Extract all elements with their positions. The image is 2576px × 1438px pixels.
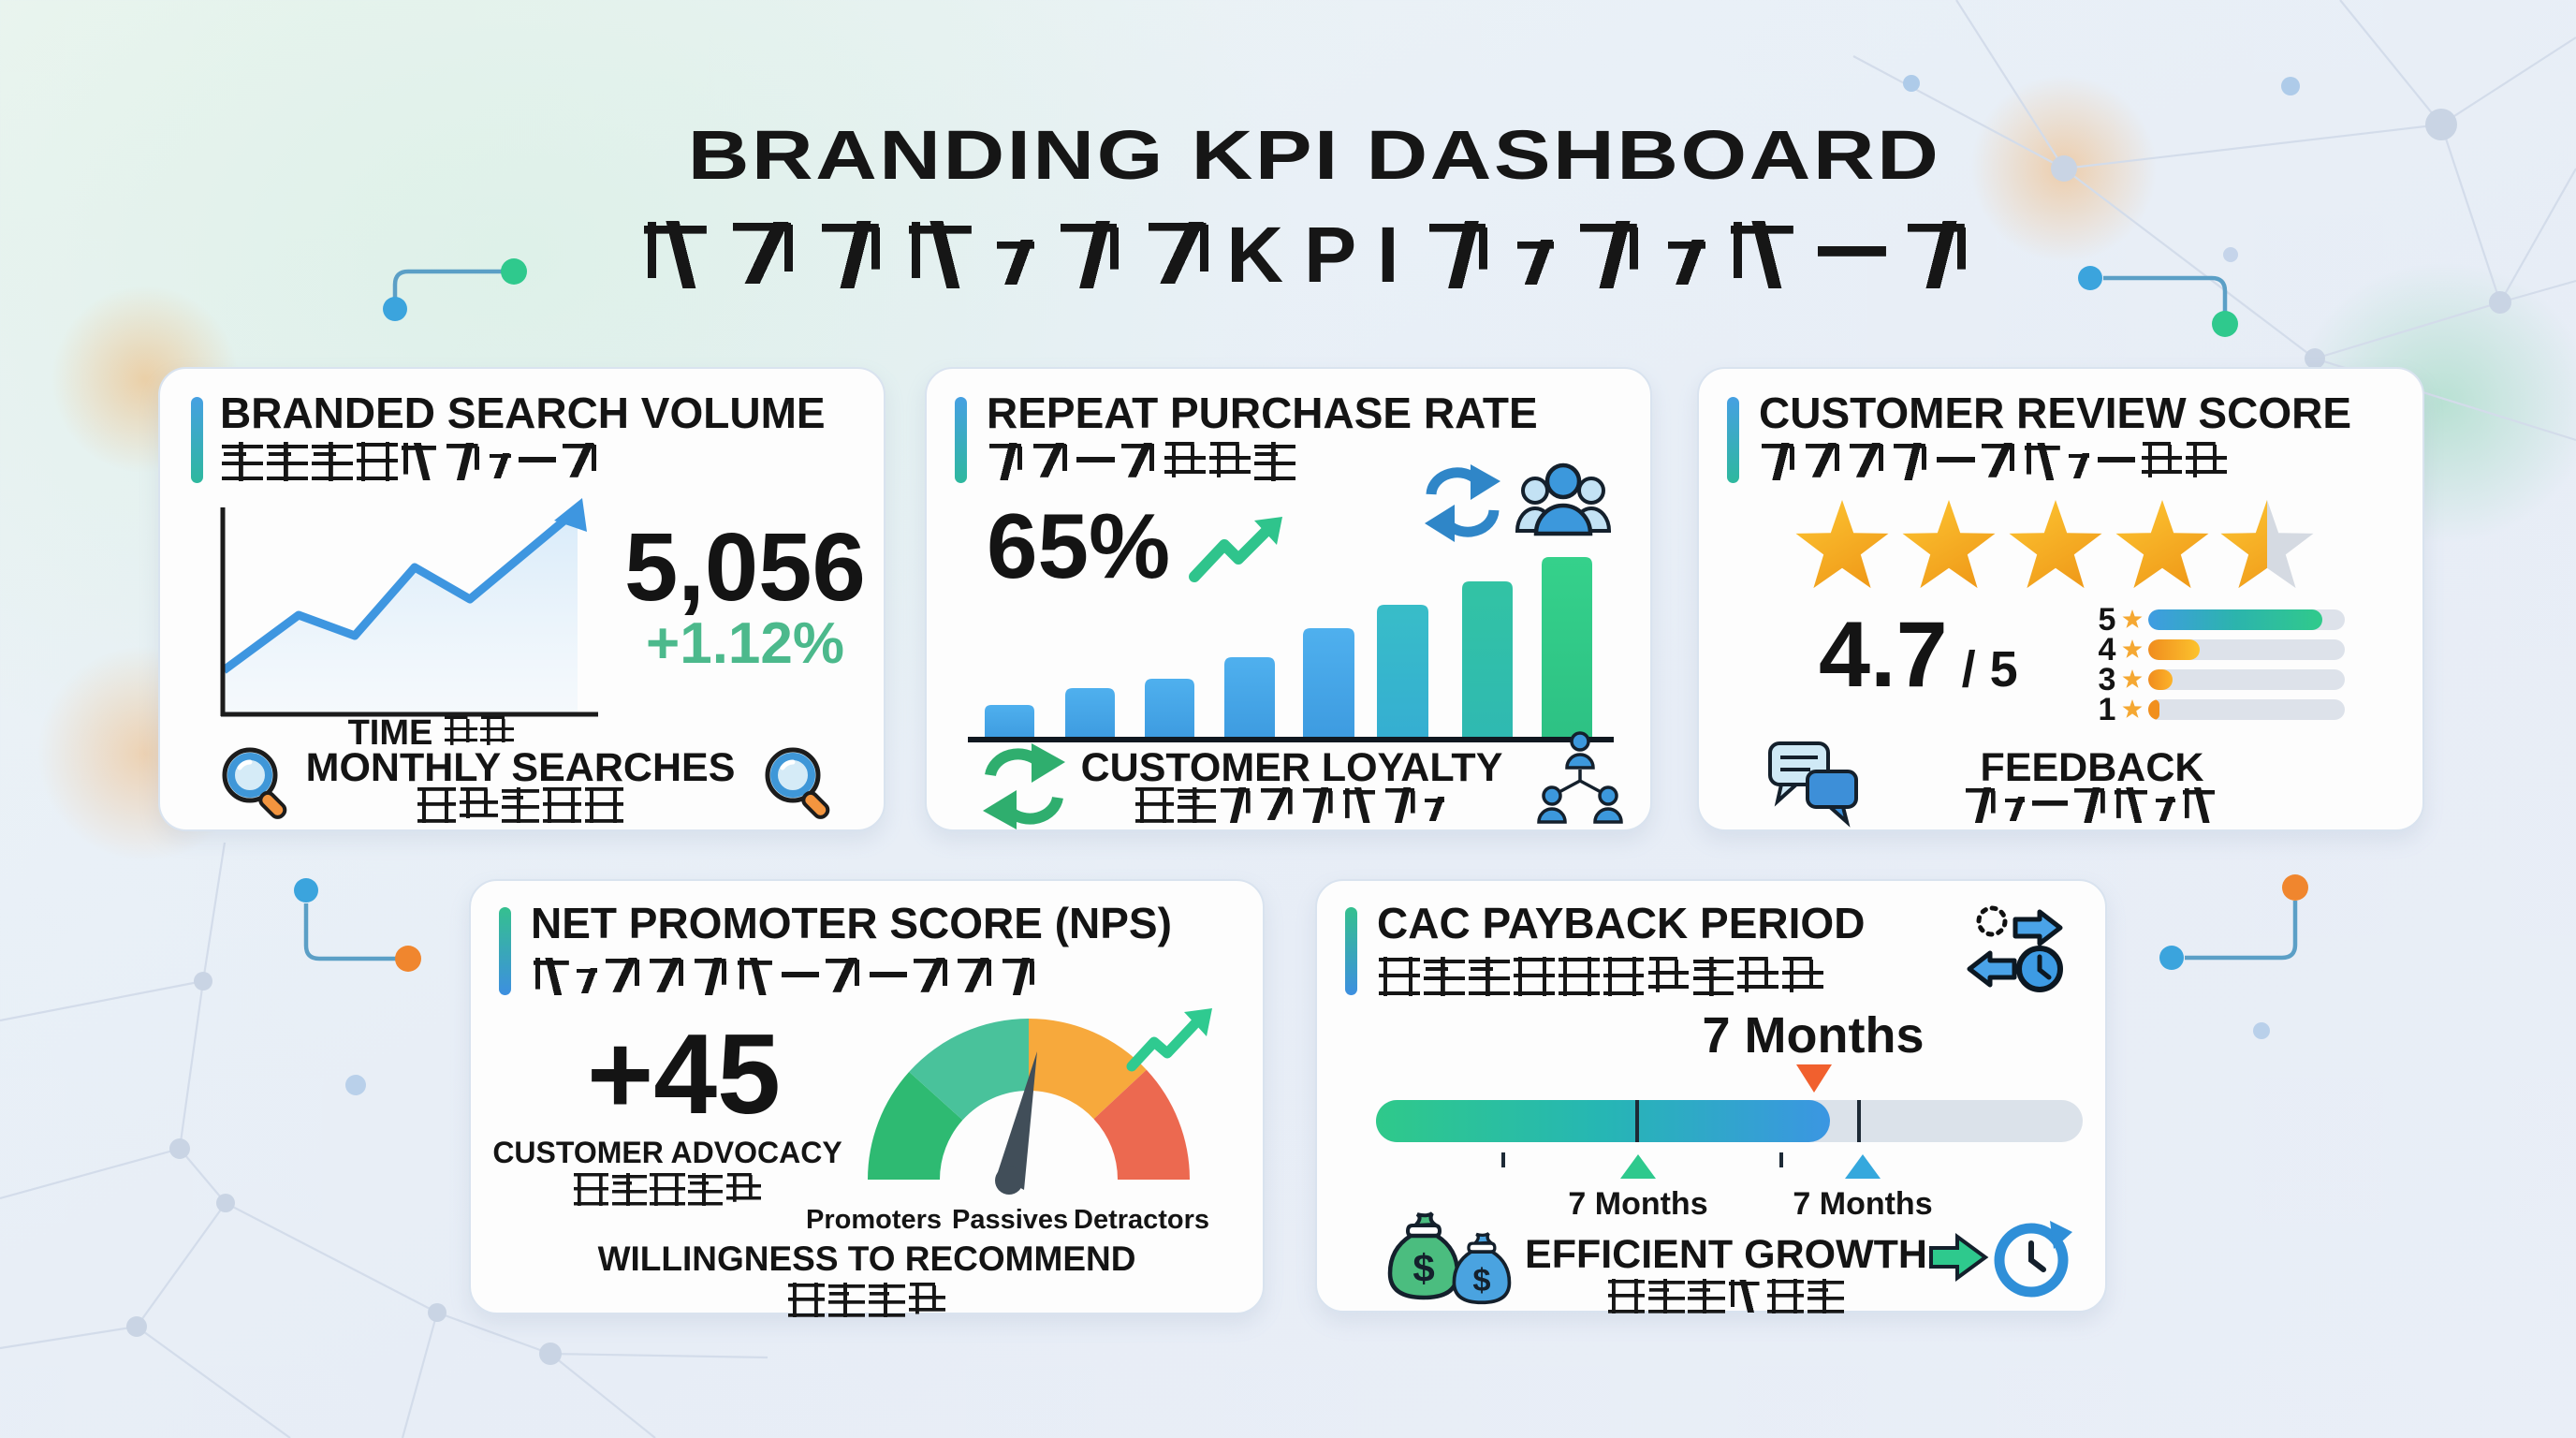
svg-text:$: $ (1472, 1263, 1490, 1299)
svg-text:$: $ (1412, 1246, 1434, 1290)
